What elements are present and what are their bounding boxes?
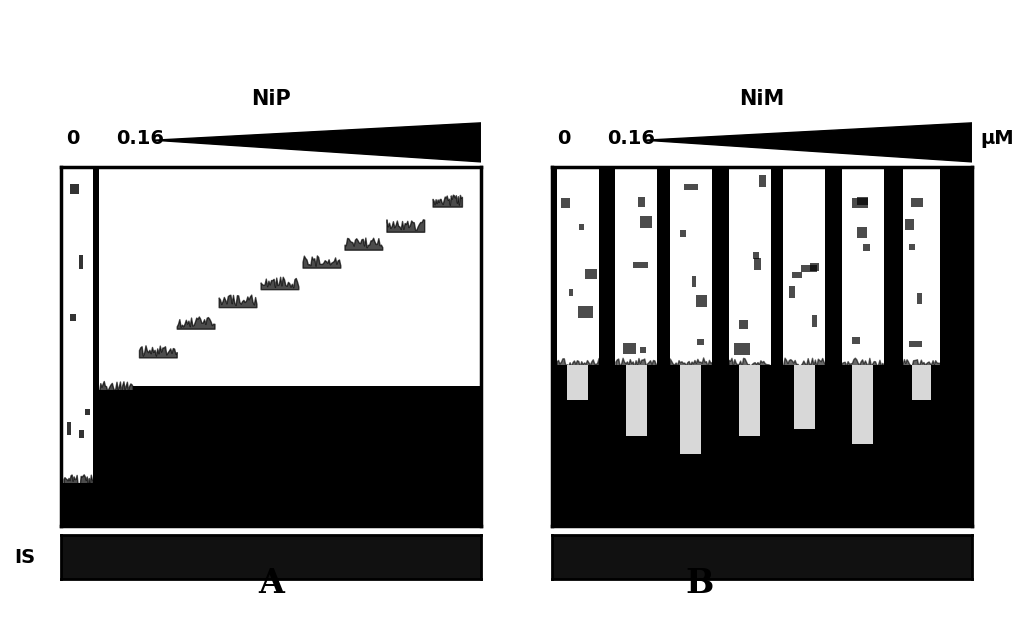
Bar	[684, 184, 699, 190]
Bar	[639, 215, 653, 228]
Bar	[585, 269, 596, 279]
Bar	[908, 341, 922, 347]
Bar	[753, 251, 759, 259]
Bar	[812, 315, 816, 327]
Text: NiM: NiM	[740, 89, 785, 109]
Bar	[735, 344, 750, 355]
Bar	[902, 167, 940, 365]
Bar	[638, 197, 644, 207]
Bar	[70, 314, 76, 321]
Bar	[692, 275, 697, 287]
Bar	[66, 422, 71, 435]
Bar	[739, 365, 760, 436]
Bar	[345, 167, 383, 246]
Bar	[79, 255, 83, 269]
Bar	[626, 365, 647, 436]
Bar	[913, 365, 931, 400]
Bar	[784, 167, 825, 365]
Bar	[71, 184, 79, 194]
Bar	[911, 199, 923, 207]
Text: B: B	[685, 568, 713, 600]
Bar	[567, 365, 588, 400]
Bar	[759, 175, 765, 187]
Text: 5.12: 5.12	[911, 129, 960, 147]
Text: 0.16: 0.16	[116, 129, 164, 147]
Bar	[99, 167, 481, 386]
Bar	[303, 167, 341, 264]
Bar	[852, 365, 874, 444]
Bar	[810, 263, 819, 271]
Bar	[680, 365, 702, 454]
Text: μM: μM	[980, 129, 1014, 147]
Bar	[578, 306, 592, 318]
Text: 0.16: 0.16	[607, 129, 655, 147]
Bar	[789, 286, 796, 298]
Text: 0: 0	[66, 129, 80, 147]
Bar	[433, 167, 462, 203]
Text: A: A	[258, 568, 284, 600]
Bar	[261, 167, 299, 285]
Bar	[139, 167, 177, 354]
Bar	[623, 344, 635, 355]
Bar	[79, 430, 84, 438]
Bar	[754, 258, 761, 269]
Bar	[616, 167, 658, 365]
Bar	[909, 244, 915, 249]
Bar	[801, 265, 817, 272]
Bar	[696, 295, 707, 307]
Bar	[557, 167, 598, 365]
Bar	[697, 339, 705, 345]
Bar	[863, 244, 870, 251]
Bar	[640, 347, 646, 353]
Bar	[680, 230, 686, 236]
Bar	[670, 167, 712, 365]
Bar	[219, 167, 257, 303]
Bar	[85, 409, 90, 415]
Bar	[917, 293, 922, 304]
Text: 5.12: 5.12	[420, 129, 469, 147]
Bar	[842, 167, 884, 365]
Bar	[633, 262, 649, 267]
Bar	[579, 223, 584, 230]
Text: NiP: NiP	[252, 89, 291, 109]
Bar	[740, 321, 749, 329]
Text: 0: 0	[558, 129, 571, 147]
Bar	[569, 289, 573, 296]
Bar	[387, 167, 425, 228]
Bar	[857, 197, 868, 206]
Text: IS: IS	[14, 548, 36, 566]
Bar	[728, 167, 770, 365]
Bar	[852, 337, 860, 344]
Bar	[905, 219, 914, 230]
Bar	[851, 197, 868, 207]
Polygon shape	[644, 123, 972, 162]
Bar	[856, 227, 868, 238]
Bar	[99, 167, 133, 390]
Bar	[561, 198, 570, 208]
Bar	[794, 365, 814, 429]
Bar	[63, 167, 93, 483]
Polygon shape	[153, 123, 481, 162]
Bar	[793, 272, 802, 278]
Bar	[177, 167, 215, 325]
